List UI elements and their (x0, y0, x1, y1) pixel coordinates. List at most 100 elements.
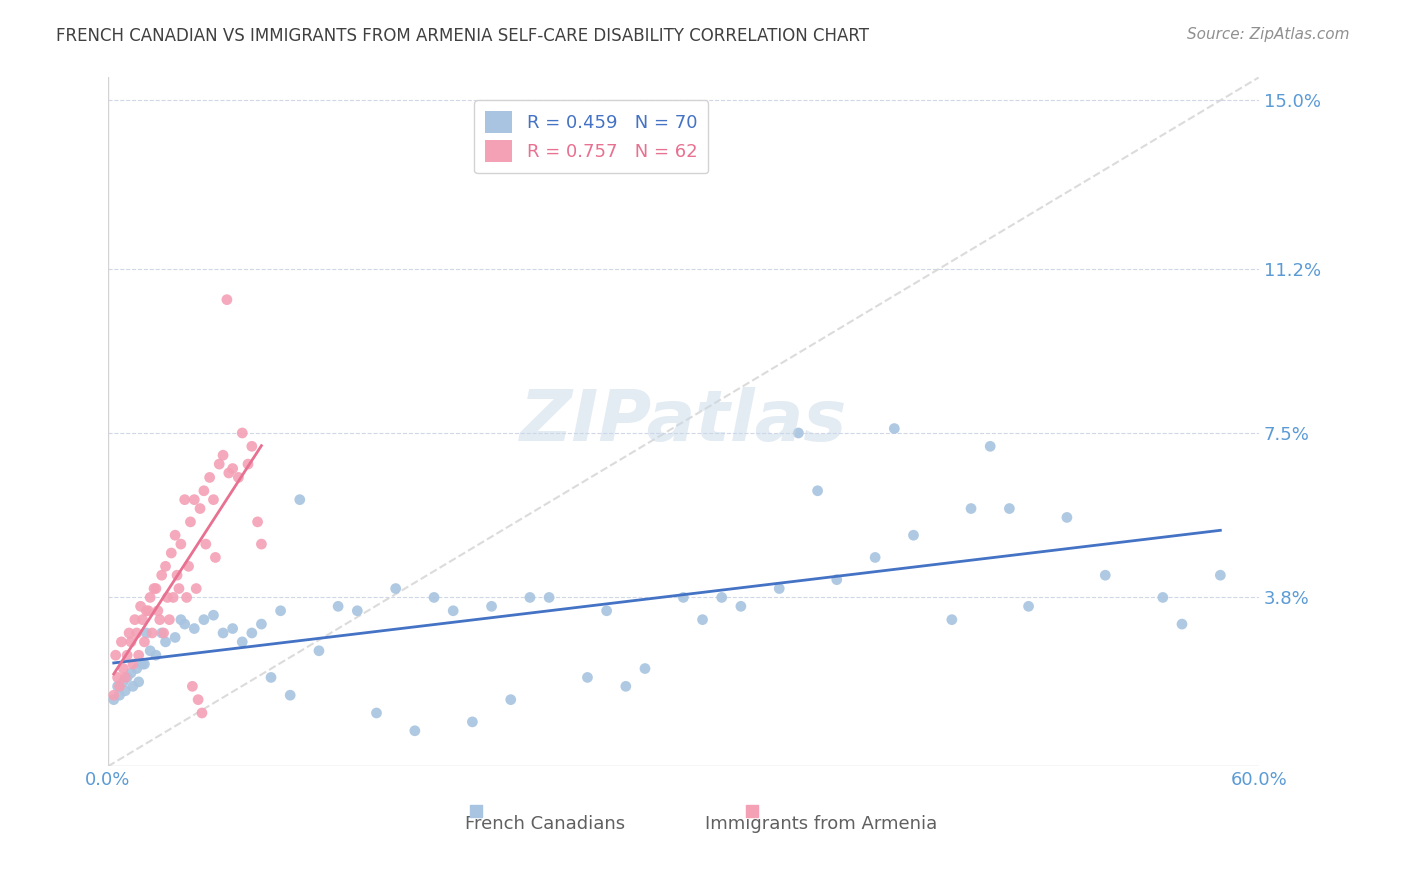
Point (162, 591, 184, 605)
Point (136, 604, 159, 618)
Point (538, 591, 561, 605)
Point (204, 550, 226, 565)
Point (576, 670, 599, 684)
Point (825, 573, 848, 587)
Point (768, 582, 790, 596)
Point (308, 644, 330, 658)
Text: Immigrants from Armenia: Immigrants from Armenia (706, 814, 938, 832)
Point (103, 692, 125, 706)
Point (103, 688, 125, 702)
Point (208, 457, 231, 471)
Point (787, 425, 810, 440)
Point (176, 591, 198, 605)
Point (193, 483, 215, 498)
Point (155, 559, 177, 574)
Point (441, 604, 464, 618)
Point (110, 635, 132, 649)
Point (998, 501, 1021, 516)
Point (236, 457, 259, 471)
Point (1171, 617, 1194, 632)
Point (1056, 510, 1078, 524)
Point (240, 626, 263, 640)
Point (202, 492, 225, 507)
Point (120, 635, 142, 649)
Point (166, 568, 188, 582)
Point (194, 537, 217, 551)
Point (134, 657, 156, 672)
Text: ZIPatlas: ZIPatlas (520, 387, 846, 457)
Point (150, 626, 173, 640)
Point (179, 515, 201, 529)
Point (145, 582, 167, 596)
Point (231, 635, 253, 649)
Point (326, 599, 349, 614)
Point (346, 604, 368, 618)
Point (215, 293, 238, 307)
Point (114, 670, 136, 684)
Point (807, 483, 830, 498)
Point (128, 674, 150, 689)
Point (173, 492, 195, 507)
Point (614, 679, 637, 693)
Point (218, 466, 240, 480)
Point (145, 648, 167, 663)
Point (170, 613, 193, 627)
Point (499, 692, 522, 706)
Point (1094, 568, 1116, 582)
Point (903, 528, 925, 542)
Point (135, 626, 157, 640)
Point (1152, 591, 1174, 605)
Point (250, 537, 273, 551)
Point (124, 613, 146, 627)
Point (120, 665, 142, 680)
Legend: R = 0.459   N = 70, R = 0.757   N = 62: R = 0.459 N = 70, R = 0.757 N = 62 (474, 100, 709, 173)
Point (366, 706, 388, 720)
Point (212, 448, 235, 462)
Point (1209, 568, 1232, 582)
Point (115, 648, 138, 663)
Point (250, 617, 273, 632)
Point (883, 421, 905, 435)
Point (125, 626, 148, 640)
Point (710, 591, 733, 605)
Point (165, 528, 187, 542)
Point (156, 591, 179, 605)
Point (112, 661, 135, 675)
Point (198, 470, 221, 484)
Point (634, 661, 657, 675)
Point (672, 591, 695, 605)
Point (202, 608, 225, 623)
Point (160, 546, 183, 560)
Point (240, 439, 263, 453)
Point (114, 683, 136, 698)
Point (423, 591, 446, 605)
Point (139, 591, 162, 605)
Point (108, 679, 131, 693)
Point (221, 461, 243, 475)
Point (1018, 599, 1040, 614)
Point (187, 692, 209, 706)
Point (595, 604, 617, 618)
Point (730, 599, 752, 614)
Point (139, 644, 162, 658)
Point (246, 515, 269, 529)
Point (960, 501, 983, 516)
Text: French Canadians: French Canadians (465, 814, 626, 832)
Point (129, 599, 152, 614)
Point (112, 674, 135, 689)
Point (149, 613, 172, 627)
Point (191, 706, 214, 720)
Point (270, 604, 292, 618)
Point (104, 648, 127, 663)
Point (125, 661, 148, 675)
Point (288, 492, 311, 507)
Point (165, 631, 187, 645)
Point (260, 670, 283, 684)
Point (150, 568, 173, 582)
Point (863, 550, 886, 565)
Text: Source: ZipAtlas.com: Source: ZipAtlas.com (1187, 27, 1350, 42)
Point (170, 537, 193, 551)
Point (461, 714, 484, 729)
Point (979, 439, 1001, 453)
Point (134, 635, 156, 649)
